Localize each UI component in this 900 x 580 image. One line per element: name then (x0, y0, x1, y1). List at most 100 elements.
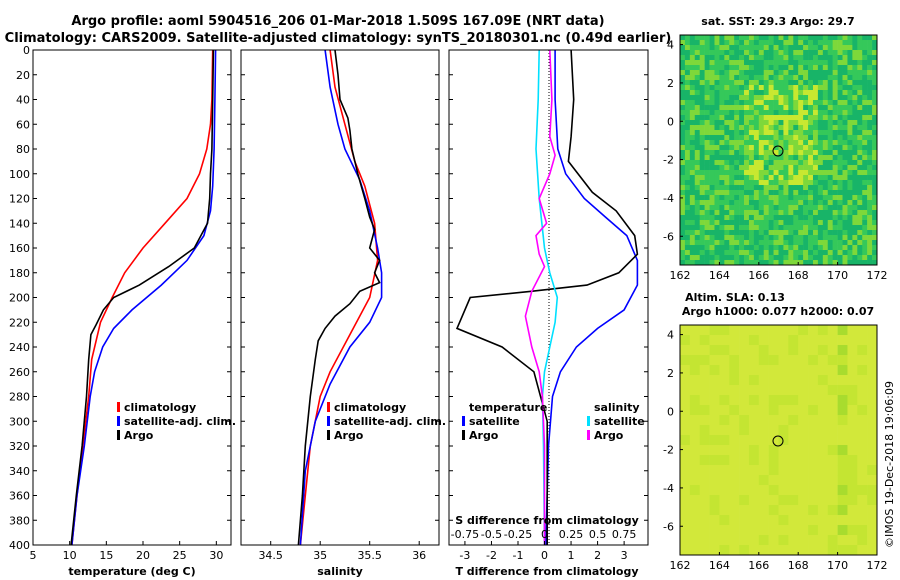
heatmap-cell (680, 185, 686, 191)
heatmap-cell (704, 180, 710, 186)
heatmap-cell (817, 485, 829, 496)
heatmap-cell (798, 150, 804, 156)
heatmap-cell (847, 525, 858, 536)
heatmap-cell (778, 170, 784, 176)
heatmap-cell (680, 75, 686, 81)
heatmap-cell (847, 405, 858, 416)
heatmap-cell (739, 215, 745, 221)
heatmap-cell (783, 55, 789, 61)
heatmap-cell (734, 180, 740, 186)
heatmap-cell (748, 55, 755, 61)
heatmap-cell (689, 220, 696, 226)
heatmap-cell (788, 385, 799, 396)
heatmap-cell (704, 95, 710, 101)
heatmap-cell (867, 250, 873, 256)
heatmap-cell (778, 185, 784, 191)
heatmap-cell (758, 195, 765, 201)
heatmap-cell (862, 80, 868, 86)
heatmap-cell (798, 385, 809, 396)
heatmap-cell (852, 205, 858, 211)
heatmap-cell (689, 495, 700, 506)
heatmap-cell (734, 220, 740, 226)
heatmap-cell (837, 495, 848, 506)
heatmap-cell (847, 80, 853, 86)
heatmap-cell (680, 45, 686, 51)
heatmap-cell (734, 175, 740, 181)
heatmap-cell (832, 125, 838, 131)
heatmap-cell (852, 95, 858, 101)
heatmap-cell (803, 125, 809, 131)
heatmap-cell (817, 250, 824, 256)
heatmap-cell (822, 85, 829, 91)
heatmap-cell (867, 120, 873, 126)
heatmap-cell (768, 485, 779, 496)
heatmap-cell (768, 50, 774, 56)
heatmap-cell (709, 145, 715, 151)
heatmap-cell (704, 40, 710, 46)
heatmap-cell (842, 250, 848, 256)
heatmap-cell (862, 50, 868, 56)
heatmap-cell (768, 190, 774, 196)
heatmap-cell (699, 160, 705, 166)
heatmap-cell (827, 200, 833, 206)
heatmap-cell (842, 210, 848, 216)
heatmap-cell (758, 235, 765, 241)
heatmap-cell (783, 150, 789, 156)
x-tick-label: 5 (30, 549, 37, 562)
heatmap-cell (847, 465, 858, 476)
heatmap-cell (699, 505, 710, 516)
heatmap-cell (739, 515, 750, 526)
heatmap-cell (837, 545, 848, 556)
heatmap-cell (788, 475, 799, 486)
heatmap-cell (704, 185, 710, 191)
heatmap-cell (744, 230, 750, 236)
heatmap-cell (719, 240, 725, 246)
heatmap-cell (714, 140, 720, 146)
heatmap-cell (734, 215, 740, 221)
heatmap-cell (857, 425, 868, 436)
heatmap-cell (724, 130, 730, 136)
heatmap-cell (793, 90, 799, 96)
heatmap-cell (758, 435, 769, 446)
heatmap-cell (704, 250, 710, 256)
sst-profile-marker (772, 145, 784, 157)
heatmap-cell (694, 70, 700, 76)
heatmap-cell (847, 245, 853, 251)
heatmap-cell (847, 200, 853, 206)
heatmap-cell (837, 240, 843, 246)
heatmap-cell (837, 385, 848, 396)
heatmap-cell (793, 255, 799, 261)
heatmap-cell (778, 220, 784, 226)
heatmap-cell (837, 245, 843, 251)
heatmap-cell (729, 445, 740, 456)
heatmap-cell (808, 35, 814, 41)
heatmap-cell (729, 365, 740, 376)
heatmap-cell (684, 105, 691, 111)
heatmap-cell (719, 70, 725, 76)
heatmap-cell (788, 245, 794, 251)
heatmap-cell (803, 70, 809, 76)
heatmap-cell (827, 425, 838, 436)
heatmap-cell (842, 60, 848, 66)
heatmap-cell (739, 125, 745, 131)
heatmap-cell (729, 425, 740, 436)
heatmap-cell (857, 200, 863, 206)
heatmap-cell (680, 190, 686, 196)
heatmap-cell (803, 45, 809, 51)
heatmap-cell (862, 90, 868, 96)
y-tick-label: 80 (16, 143, 30, 156)
heatmap-cell (744, 160, 750, 166)
heatmap-cell (739, 140, 745, 146)
heatmap-cell (837, 485, 848, 496)
heatmap-cell (842, 170, 848, 176)
heatmap-cell (817, 245, 824, 251)
heatmap-cell (798, 405, 809, 416)
heatmap-cell (872, 120, 878, 126)
heatmap-cell (763, 180, 769, 186)
heatmap-cell (847, 230, 853, 236)
heatmap-cell (709, 335, 720, 346)
heatmap-cell (768, 135, 774, 141)
heatmap-cell (822, 105, 829, 111)
heatmap-cell (699, 125, 705, 131)
legend-swatch (587, 416, 590, 426)
